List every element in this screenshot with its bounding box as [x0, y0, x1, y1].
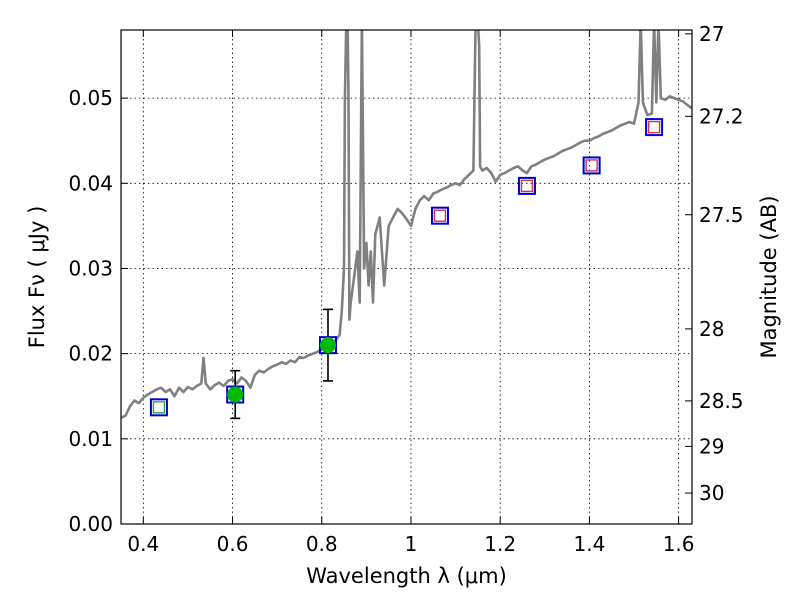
x-tick-label: 1.6 [663, 532, 695, 556]
plot-frame [120, 29, 693, 525]
model-point-box [582, 156, 601, 175]
grid [121, 30, 692, 524]
y-axis-label: Flux Fν ( μJy ) [25, 206, 49, 349]
x-tick-label: 0.8 [306, 532, 338, 556]
observed-point [227, 386, 244, 403]
tick-layer: 0.4 0.6 0.8 1 1.2 1.4 1.6 0.00 0.01 0.02 0.03 0.04 0… [68, 22, 743, 556]
predicted-point-box [585, 159, 598, 172]
x-tick-label: 1.2 [484, 532, 516, 556]
spectrum-layer [121, 30, 692, 419]
y2-tick-label: 30 [699, 481, 724, 505]
y-tick-label: 0.03 [68, 256, 113, 280]
predicted-point-box [647, 120, 661, 134]
model-point-box [645, 118, 664, 137]
model-point-box [517, 176, 536, 195]
y2-tick-label: 28.5 [699, 389, 744, 413]
predicted-point-box [152, 401, 166, 414]
x-tick-label: 1.4 [573, 532, 605, 556]
y-tick-label: 0.04 [68, 171, 113, 195]
observed-point [319, 337, 336, 354]
y2-tick-label: 27.5 [699, 203, 744, 227]
x-axis-label: Wavelength λ (μm) [306, 564, 507, 588]
model-point-box [149, 398, 168, 417]
model-spectrum-line [121, 30, 692, 419]
y-tick-label: 0.05 [68, 86, 113, 110]
x-tick-label: 0.4 [127, 532, 159, 556]
y2-tick-label: 27 [699, 22, 724, 46]
predicted-point-box [433, 209, 447, 222]
y2-axis-label: Magnitude (AB) [757, 195, 781, 358]
y-tick-label: 0.01 [68, 427, 113, 451]
x-tick-label: 0.6 [217, 532, 249, 556]
y2-tick-label: 27.2 [699, 104, 744, 128]
marker-layer [149, 118, 664, 420]
y-tick-label: 0.00 [68, 512, 113, 536]
y-tick-label: 0.02 [68, 342, 113, 366]
y2-tick-label: 28 [699, 317, 724, 341]
x-tick-label: 1 [405, 532, 418, 556]
y2-tick-label: 29 [699, 434, 724, 458]
predicted-point-box [520, 179, 534, 193]
model-point-box [430, 206, 449, 225]
